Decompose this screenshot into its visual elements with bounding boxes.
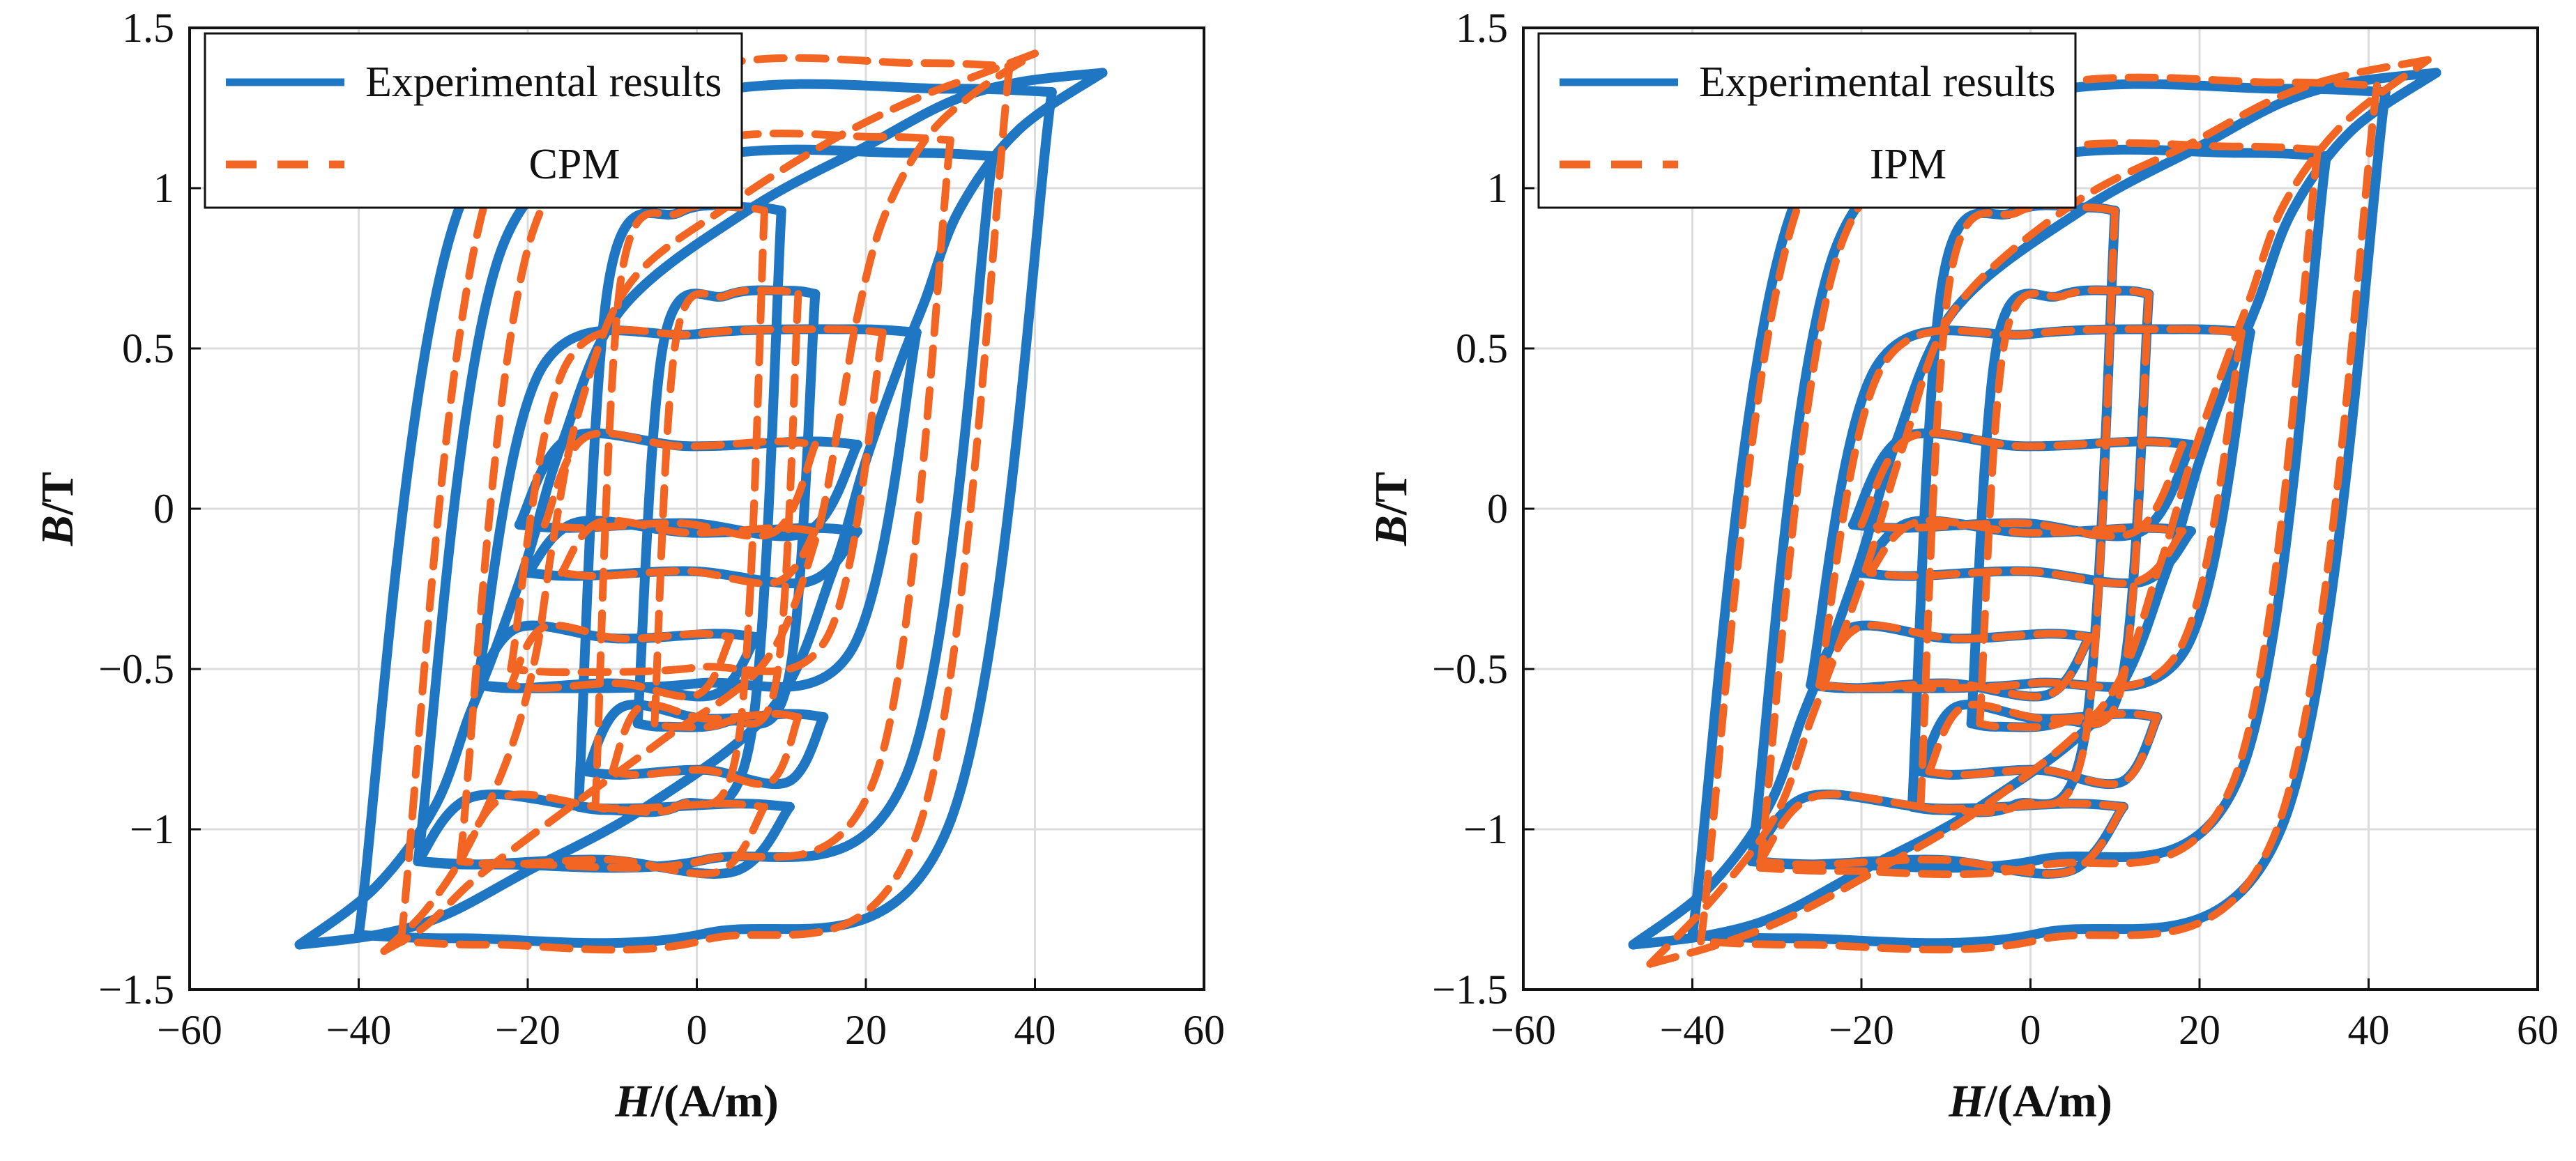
legend-label: IPM (1870, 141, 1946, 188)
x-tick-label: −60 (1491, 1007, 1556, 1053)
x-tick-label: −20 (495, 1007, 561, 1053)
series-ipm (1646, 56, 2432, 968)
y-axis-title: B/T (32, 472, 83, 546)
x-tick-label: 60 (2517, 1007, 2559, 1053)
minor-loop-lower (650, 290, 802, 732)
x-axis-title: H/(A/m) (614, 1076, 779, 1127)
minor-loop-lower (1925, 713, 2161, 788)
y-tick-label: −1 (1463, 806, 1508, 852)
x-tick-label: −20 (1829, 1007, 1894, 1053)
minor-loop-lower (353, 87, 1057, 948)
minor-loop-lower (1697, 82, 2381, 954)
x-tick-label: 60 (1183, 1007, 1225, 1053)
y-tick-label: 1.5 (122, 5, 174, 51)
minor-loop-lower (591, 206, 768, 816)
minor-loop-lower (1687, 87, 2391, 948)
outer-loop-descending (1646, 56, 2432, 968)
minor-loop-upper (507, 621, 735, 689)
outer-loop-ascending (1628, 68, 2441, 950)
minor-loop-upper (397, 54, 1014, 946)
minor-loop-upper (507, 325, 887, 673)
y-tick-label: −0.5 (1432, 646, 1508, 692)
right-chart-panel: −60 −40 −20 0 20 40 60 −1.5 −1 −0.5 0 0.5 1 1.5 H/(A/m… (1366, 5, 2559, 1127)
left-chart-panel: −60 −40 −20 0 20 40 60 −1.5 −1 −0.5 0 0.5 1 1.5 H/(A/m… (32, 5, 1225, 1127)
x-tick-label: −60 (157, 1007, 222, 1053)
minor-loop-lower (397, 62, 1014, 954)
x-tick-label: 20 (2179, 1007, 2220, 1053)
minor-loop-upper (1815, 325, 2246, 689)
y-axis-title: B/T (1366, 472, 1417, 546)
outer-loop-descending (294, 68, 1108, 950)
minor-loop-lower (456, 803, 768, 878)
x-tick-label: 0 (2020, 1007, 2041, 1053)
minor-loop-lower (1756, 146, 2322, 879)
minor-loop-upper (540, 429, 819, 529)
x-tick-label: 0 (687, 1007, 708, 1053)
minor-loop-upper (1697, 73, 2381, 946)
x-tick-label: 40 (1014, 1007, 1056, 1053)
legend-label: Experimental results (1699, 59, 2055, 106)
minor-loop-lower (608, 713, 802, 788)
y-tick-label: 0 (1487, 486, 1508, 532)
minor-loop-upper (1907, 200, 2120, 812)
minor-loop-upper (1925, 700, 2161, 776)
outer-loop-ascending (1646, 56, 2432, 968)
legend-label: CPM (529, 141, 620, 188)
x-tick-label: −40 (1660, 1007, 1725, 1053)
plot-area (1628, 56, 2441, 968)
minor-loop-upper (573, 200, 786, 812)
minor-loop-upper (1866, 516, 2187, 577)
minor-loop-upper (608, 700, 802, 776)
y-tick-label: 0.5 (1456, 325, 1508, 371)
y-tick-label: 0.5 (122, 325, 174, 371)
y-tick-label: 0 (153, 486, 174, 532)
y-tick-label: 1 (1487, 165, 1508, 211)
y-tick-label: −1.5 (1432, 967, 1508, 1013)
minor-loop-upper (1756, 790, 2128, 866)
minor-loop-upper (650, 286, 802, 728)
legend: Experimental results IPM (1537, 32, 2077, 209)
y-tick-label: −1.5 (98, 967, 174, 1013)
outer-loop-ascending (294, 68, 1108, 950)
legend-box (1537, 32, 2077, 209)
legend: Experimental results CPM (204, 32, 743, 209)
minor-loop-upper (1976, 286, 2153, 728)
y-tick-label: −0.5 (98, 646, 174, 692)
minor-loop-lower (1815, 328, 2246, 693)
outer-loop-descending (380, 49, 1039, 955)
minor-loop-upper (456, 790, 768, 866)
x-axis-title: H/(A/m) (1948, 1076, 2112, 1127)
minor-loop-lower (507, 328, 887, 677)
minor-loop-lower (507, 633, 735, 701)
minor-loop-lower (1916, 206, 2119, 816)
y-tick-label: −1 (130, 806, 174, 852)
y-tick-label: 1 (153, 165, 174, 211)
x-tick-label: 40 (2348, 1007, 2390, 1053)
x-tick-label: −40 (326, 1007, 392, 1053)
legend-label: Experimental results (365, 59, 722, 106)
legend-box (204, 32, 743, 209)
minor-loop-upper (1857, 429, 2187, 529)
series-cpm (380, 49, 1039, 955)
minor-loop-lower (1866, 527, 2187, 587)
minor-loop-lower (558, 527, 819, 587)
y-tick-label: 1.5 (1456, 5, 1508, 51)
x-tick-label: 20 (845, 1007, 887, 1053)
minor-loop-upper (558, 516, 819, 577)
minor-loop-upper (1916, 201, 2119, 811)
minor-loop-lower (1815, 633, 2094, 701)
minor-loop-lower (1756, 803, 2128, 878)
minor-loop-upper (1815, 621, 2094, 689)
